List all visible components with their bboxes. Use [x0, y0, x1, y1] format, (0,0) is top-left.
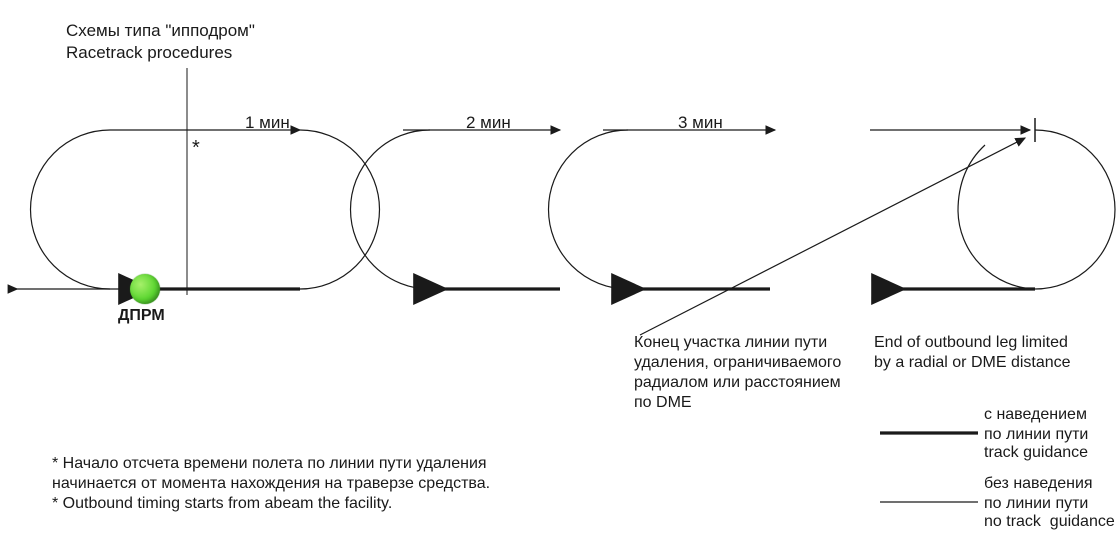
legend-unguided-en: no track guidance: [984, 512, 1115, 532]
footnote-en: * Outbound timing starts from abeam the …: [52, 494, 392, 514]
diagram-canvas: Схемы типа "ипподром" Racetrack procedur…: [0, 0, 1116, 533]
legend-unguided-ru: без наведения по линии пути: [984, 474, 1093, 514]
footnote-ru: * Начало отсчета времени полета по линии…: [52, 454, 490, 494]
